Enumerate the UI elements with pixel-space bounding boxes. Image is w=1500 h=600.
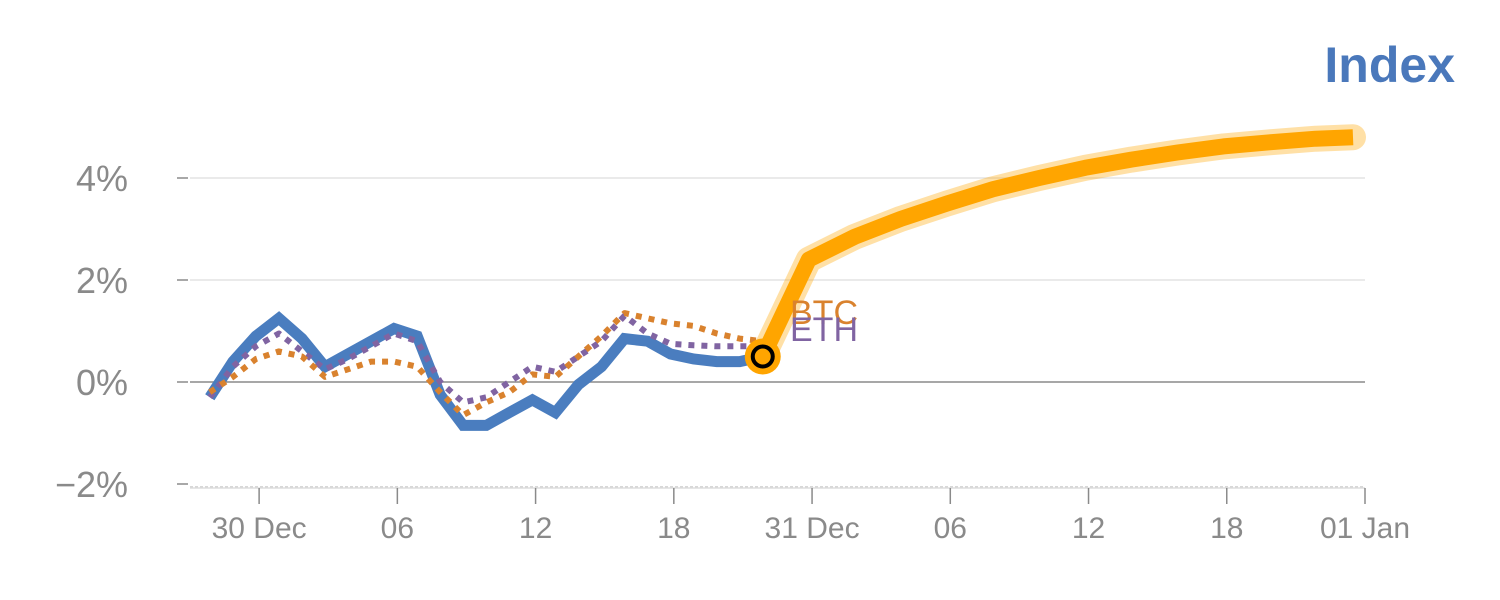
x-tick-label: 31 Dec xyxy=(765,512,860,545)
x-tick-label: 06 xyxy=(381,512,414,545)
index-series-line xyxy=(205,311,764,431)
x-tick-label: 18 xyxy=(1210,512,1243,545)
x-tick-label: 06 xyxy=(934,512,967,545)
eth-series-label: ETH xyxy=(790,311,858,349)
x-tick-label: 30 Dec xyxy=(212,512,307,545)
current-marker xyxy=(750,344,775,369)
btc-series-label: BTC xyxy=(790,294,858,332)
projection-line xyxy=(755,129,1354,360)
x-tick-label: 12 xyxy=(1072,512,1105,545)
x-tick-label: 12 xyxy=(519,512,552,545)
y-tick-label: 0% xyxy=(76,362,128,403)
btc-series-line xyxy=(208,310,764,419)
y-tick-label: 4% xyxy=(76,158,128,199)
x-tick-label: 18 xyxy=(657,512,690,545)
x-tick-label: 01 Jan xyxy=(1320,512,1410,545)
chart-title: Index xyxy=(1324,37,1455,93)
y-tick-label: 2% xyxy=(76,260,128,301)
y-tick-label: −2% xyxy=(55,464,128,505)
